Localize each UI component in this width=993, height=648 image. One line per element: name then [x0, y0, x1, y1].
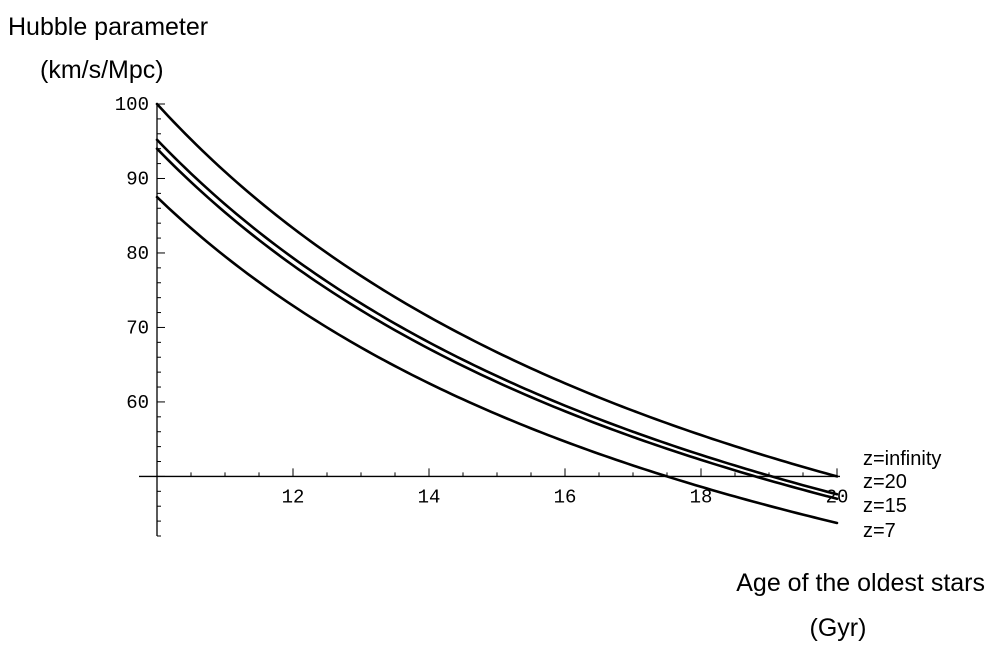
y-axis-title-line2: (km/s/Mpc)	[40, 56, 164, 84]
y-axis-title-line1: Hubble parameter	[8, 13, 208, 41]
y-tick-label: 100	[115, 94, 149, 116]
curves	[155, 102, 839, 525]
series-label: z=20	[863, 471, 907, 493]
x-tick-label: 18	[690, 486, 713, 508]
ticks	[156, 103, 838, 537]
series-label: z=7	[863, 520, 896, 542]
series-label: z=infinity	[863, 448, 941, 470]
series-line-z-20	[155, 138, 839, 496]
axes	[139, 104, 840, 536]
y-tick-label: 90	[126, 168, 149, 190]
y-tick-label: 80	[126, 243, 149, 265]
x-tick-label: 12	[282, 486, 305, 508]
x-axis-title-line1: Age of the oldest stars	[736, 569, 985, 597]
series-line-z-7	[155, 195, 839, 525]
x-tick-label: 14	[418, 486, 441, 508]
series-line-z-15	[155, 147, 839, 501]
y-tick-label: 60	[126, 392, 149, 414]
y-tick-label: 70	[126, 317, 149, 339]
series-label: z=15	[863, 495, 907, 517]
x-axis-title-line2: (Gyr)	[810, 614, 867, 642]
x-tick-label: 16	[554, 486, 577, 508]
series-line-z-infinity	[155, 102, 839, 478]
